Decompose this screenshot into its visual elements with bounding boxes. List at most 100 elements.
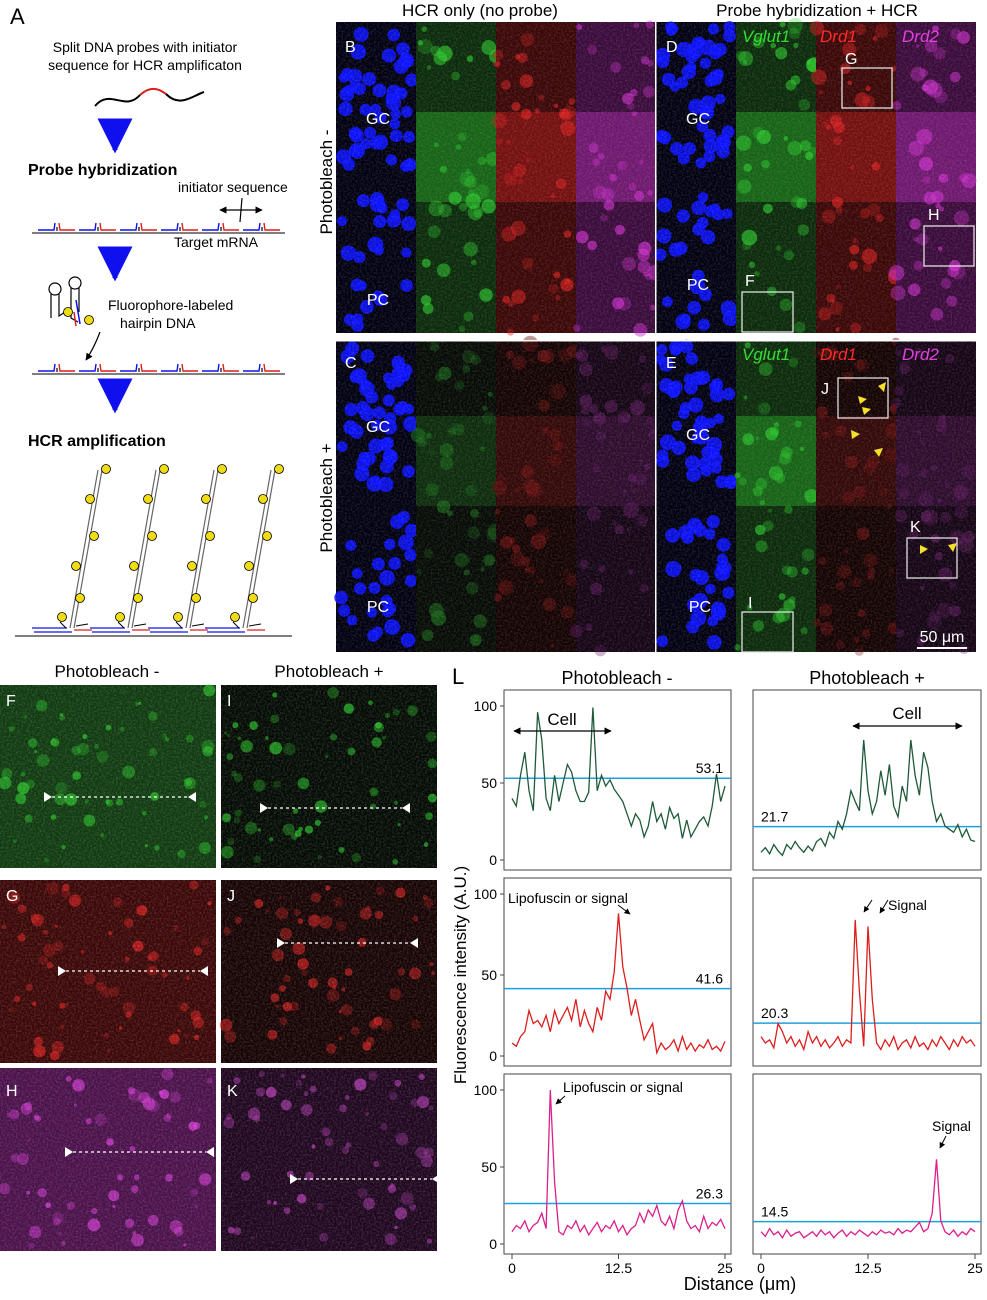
roi-box-g <box>841 67 893 109</box>
lipo-arrow-red <box>617 904 631 915</box>
lipo-arrow-magenta <box>555 1095 566 1105</box>
y-axis-title: Fluorescence intensity (A.U.) <box>451 866 470 1084</box>
chart-4: 26.3 0 50 100 0 12.5 25 <box>474 1073 733 1276</box>
y-tick-0-1: 50 <box>481 775 497 791</box>
layer-gc-c: GC <box>366 419 390 436</box>
col-title-probe-hcr: Probe hybridization + HCR <box>716 1 918 20</box>
lipo-label-red: Lipofuscin or signal <box>508 890 628 906</box>
probe-hyb-label: Probe hybridization <box>28 162 177 179</box>
y-tick-4-0: 0 <box>489 1236 497 1252</box>
chart-frame-0 <box>503 689 732 871</box>
panel-letter-f: F <box>6 693 16 710</box>
microscopy-grid <box>334 17 977 657</box>
roi-box-f <box>741 291 794 333</box>
layer-pc-d: PC <box>687 277 709 294</box>
roi-label-k: K <box>910 519 921 536</box>
chart-5: 14.5 0 12.5 25 <box>752 1073 983 1276</box>
signal-arrow-magenta <box>939 1135 947 1149</box>
chart-frame-2 <box>503 877 732 1067</box>
x-tick-4-0: 0 <box>508 1260 516 1276</box>
layer-gc-e: GC <box>686 427 710 444</box>
x-tick-4-2: 25 <box>717 1260 733 1276</box>
gene-vglut1-e: Vglut1 <box>742 345 790 364</box>
panel-letter-b: B <box>345 39 356 56</box>
y-tick-2-2: 100 <box>474 886 498 902</box>
cell-label-plus: Cell <box>892 704 921 723</box>
inset-title-plus: Photobleach + <box>274 662 383 681</box>
chart-frame-4 <box>503 1073 732 1255</box>
chart-0: 53.1 0 50 100 <box>474 689 732 871</box>
panel-a-schematic: A Split DNA probes with initiator sequen… <box>10 4 292 637</box>
series-line-0 <box>511 707 726 840</box>
panel-letter-a: A <box>10 4 25 29</box>
x-axis-title: Distance (μm) <box>684 1274 796 1294</box>
roi-box-j <box>837 377 889 419</box>
panel-letter-j: J <box>227 888 235 905</box>
signal-arrow-red-2 <box>879 899 889 914</box>
chart-annotations: Cell Cell Lipofuscin or signal Signal Li… <box>508 704 971 1149</box>
gene-drd1-e: Drd1 <box>820 345 857 364</box>
signal-label-red: Signal <box>888 897 927 913</box>
hcr-amp-label: HCR amplification <box>28 433 166 450</box>
threshold-label-4: 26.3 <box>696 1185 723 1201</box>
chart-3: 20.3 <box>752 877 982 1067</box>
plot-title-plus: Photobleach + <box>809 668 925 688</box>
hairpin-icon <box>48 276 94 327</box>
roi-box-h <box>923 225 975 267</box>
layer-pc-e: PC <box>689 599 711 616</box>
cell-label-minus: Cell <box>547 710 576 729</box>
series-line-4 <box>511 1089 726 1237</box>
probe-initiator <box>139 87 167 96</box>
inset-grid <box>0 684 440 1251</box>
panel-letter-g: G <box>6 888 18 905</box>
panel-letter-d: D <box>666 39 678 56</box>
y-tick-0-2: 100 <box>474 698 498 714</box>
panel-letter-h: H <box>6 1083 18 1100</box>
target-mrna-2 <box>32 363 285 375</box>
panel-letter-k: K <box>227 1083 238 1100</box>
layer-pc-b: PC <box>367 292 389 309</box>
chart-1: 21.7 <box>752 689 982 871</box>
row-title-minus: Photobleach - <box>317 130 336 235</box>
y-tick-0-0: 0 <box>489 852 497 868</box>
micro-overlays: B C D E GC PC GC PC GC PC GC PC Vglut1 D… <box>345 27 975 653</box>
chart-2: 41.6 0 50 100 <box>474 877 732 1067</box>
threshold-label-1: 21.7 <box>761 809 788 825</box>
fluor-label-1: Fluorophore-labeled <box>108 297 233 313</box>
roi-label-i: I <box>748 595 752 612</box>
scale-bar-label: 50 μm <box>920 629 965 646</box>
probe-left-strand <box>94 94 141 107</box>
series-line-1 <box>760 739 976 857</box>
col-title-hcr-only: HCR only (no probe) <box>402 1 558 20</box>
threshold-label-5: 14.5 <box>761 1204 788 1220</box>
roi-box-i <box>741 611 794 653</box>
gene-drd2-e: Drd2 <box>902 345 939 364</box>
target-mrna-1 <box>32 222 285 234</box>
initiator-label: initiator sequence <box>178 179 288 195</box>
chart-frame-5 <box>752 1073 982 1255</box>
layer-gc-b: GC <box>366 111 390 128</box>
inset-title-minus: Photobleach - <box>55 662 160 681</box>
fluor-label-2: hairpin DNA <box>120 315 196 331</box>
lipo-label-magenta: Lipofuscin or signal <box>563 1079 683 1095</box>
plot-title-minus: Photobleach - <box>561 668 672 688</box>
x-tick-4-1: 12.5 <box>605 1260 632 1276</box>
gene-drd1-d: Drd1 <box>820 27 857 46</box>
signal-arrow-red-1 <box>863 899 873 913</box>
series-line-3 <box>760 919 976 1052</box>
hairpin-arrow <box>85 331 101 361</box>
panel-letter-i: I <box>227 693 231 710</box>
threshold-label-3: 20.3 <box>761 1005 788 1021</box>
gene-drd2-d: Drd2 <box>902 27 939 46</box>
roi-label-g: G <box>845 51 857 68</box>
hcr-polymers <box>15 464 292 637</box>
threshold-label-0: 53.1 <box>696 760 723 776</box>
threshold-label-2: 41.6 <box>696 971 723 987</box>
roi-box-k <box>906 537 958 579</box>
roi-label-j: J <box>821 381 829 398</box>
series-line-2 <box>511 913 726 1056</box>
panel-letter-e: E <box>666 355 677 372</box>
y-tick-4-1: 50 <box>481 1159 497 1175</box>
